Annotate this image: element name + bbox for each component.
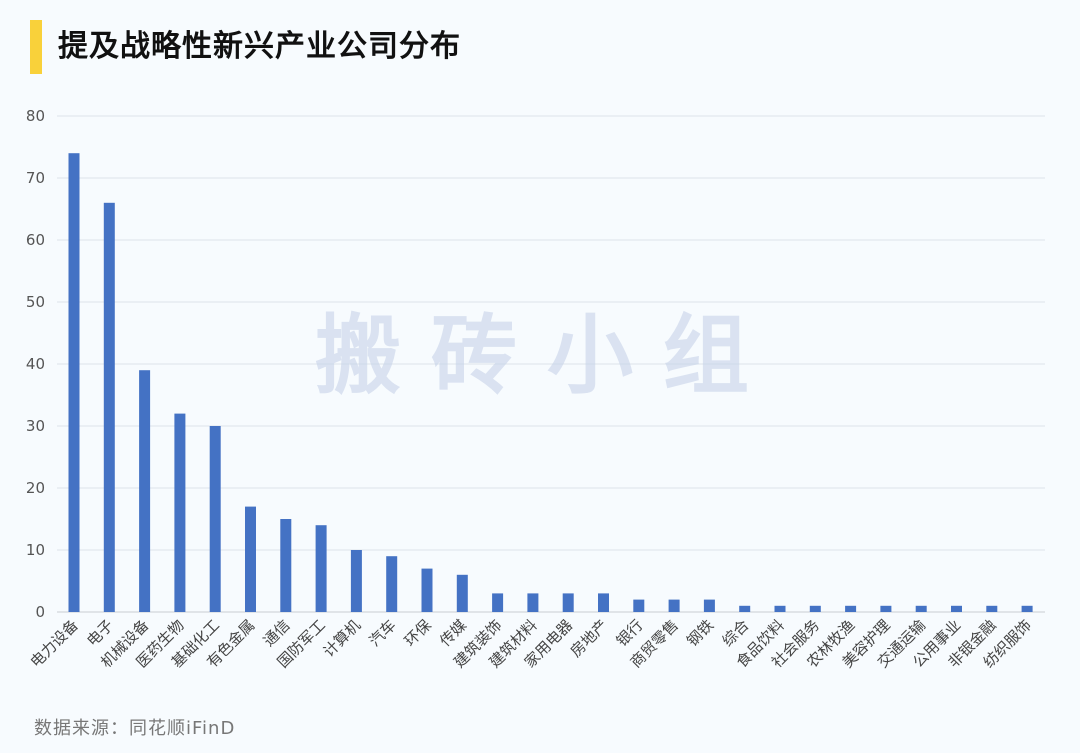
y-tick-label: 10 (26, 541, 45, 559)
watermark-text: 搬 砖 小 组 (315, 306, 749, 406)
bar (986, 605, 998, 612)
bar (103, 202, 115, 613)
bar (668, 599, 680, 612)
x-tick-label: 电力设备 (27, 616, 82, 671)
bar (421, 568, 433, 612)
y-tick-label: 80 (26, 107, 45, 125)
bar (915, 605, 927, 612)
bar (562, 593, 574, 612)
bar (1021, 605, 1033, 612)
bar (774, 605, 786, 612)
bar (386, 556, 398, 612)
y-tick-label: 60 (26, 231, 45, 249)
y-tick-label: 30 (26, 417, 45, 435)
bar (350, 550, 362, 612)
x-tick-label: 钢铁 (683, 616, 717, 650)
bar (633, 599, 645, 612)
x-tick-label: 汽车 (366, 616, 400, 650)
bar (739, 605, 751, 612)
bar (245, 506, 256, 612)
x-tick-label: 环保 (401, 616, 435, 650)
bar (456, 574, 468, 612)
bar (598, 593, 609, 612)
bar (527, 593, 539, 612)
bar (809, 605, 821, 612)
x-tick-label: 房地产 (567, 616, 612, 661)
bar (951, 605, 962, 612)
bar (845, 605, 857, 612)
chart-title: 提及战略性新兴产业公司分布 (58, 29, 461, 64)
bar (280, 519, 292, 612)
bar (139, 370, 151, 612)
bar (880, 605, 892, 612)
bar (703, 599, 715, 612)
title-accent-bar (30, 20, 42, 74)
y-tick-label: 0 (35, 603, 45, 621)
bar (209, 426, 221, 612)
bar (315, 525, 327, 612)
bar (174, 413, 186, 612)
data-source: 数据来源：同花顺iFinD (34, 718, 236, 739)
bar (68, 153, 80, 612)
y-tick-label: 70 (26, 169, 45, 187)
bar (492, 593, 504, 612)
y-tick-label: 20 (26, 479, 45, 497)
x-tick-label: 计算机 (320, 616, 365, 661)
y-tick-label: 50 (26, 293, 45, 311)
y-tick-label: 40 (26, 355, 45, 373)
